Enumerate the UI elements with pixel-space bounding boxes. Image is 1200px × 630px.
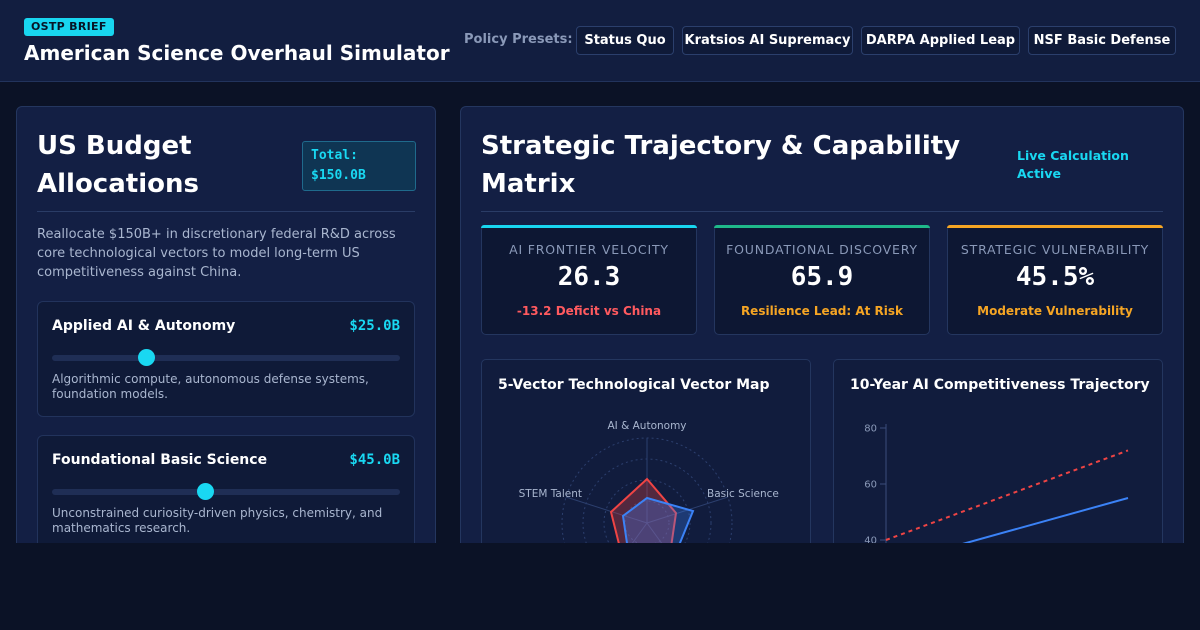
radar-grid-ring	[624, 500, 670, 546]
kpi-value: 26.3	[557, 262, 621, 292]
radar-axis-label: STEM Talent	[519, 488, 582, 500]
strategy-panel: Strategic Trajectory & Capability Matrix…	[460, 106, 1184, 589]
allocation-value: $45.0B	[349, 452, 400, 468]
trajectory-chart-title: 10-Year AI Competitiveness Trajectory	[850, 377, 1150, 393]
kpi-accent-bar	[481, 225, 697, 228]
kpi-label: FOUNDATIONAL DISCOVERY	[726, 242, 918, 257]
budget-title-line2: Allocations	[37, 169, 199, 199]
allocation-slider[interactable]	[52, 349, 400, 366]
radar-axis-label: AI & Autonomy	[607, 420, 686, 432]
budget-title-line1: US Budget	[37, 131, 192, 161]
total-budget-box: Total: $150.0B	[302, 141, 416, 191]
allocation-description: Unconstrained curiosity-driven physics, …	[52, 506, 383, 535]
live-calculation-indicator: Live Calculation Active	[1017, 147, 1157, 183]
preset-darpa-applied-leap-button[interactable]: DARPA Applied Leap	[861, 26, 1020, 55]
allocation-card-basic-science: Foundational Basic Science $45.0B Uncons…	[37, 435, 415, 551]
preset-nsf-basic-defense-button[interactable]: NSF Basic Defense	[1028, 26, 1176, 55]
kpi-note: Moderate Vulnerability	[977, 304, 1133, 318]
radar-spoke	[565, 496, 648, 524]
kpi-foundational-discovery: FOUNDATIONAL DISCOVERY 65.9 Resilience L…	[714, 225, 930, 335]
viewport-bottom-shade	[0, 543, 1200, 630]
live-line1: Live Calculation	[1017, 148, 1129, 163]
strategy-title-line2: Matrix	[481, 169, 576, 199]
strategy-title: Strategic Trajectory & Capability Matrix	[481, 127, 960, 203]
allocation-name: Foundational Basic Science	[52, 452, 268, 468]
slider-thumb[interactable]	[197, 483, 215, 500]
top-bar: OSTP BRIEF American Science Overhaul Sim…	[0, 0, 1200, 82]
kpi-label: AI FRONTIER VELOCITY	[509, 242, 669, 257]
strategy-divider	[481, 211, 1163, 212]
allocation-card-applied-ai: Applied AI & Autonomy $25.0B Algorithmic…	[37, 301, 415, 417]
live-line2: Active	[1017, 166, 1061, 181]
allocation-name: Applied AI & Autonomy	[52, 318, 236, 334]
radar-grid-ring	[603, 479, 691, 567]
slider-thumb[interactable]	[137, 349, 155, 366]
preset-kratsios-ai-supremacy-button[interactable]: Kratsios AI Supremacy	[682, 26, 853, 55]
radar-grid-ring	[561, 437, 733, 588]
y-tick-label: 80	[864, 424, 877, 435]
kpi-value: 45.5%	[1015, 262, 1095, 292]
kpi-note: -13.2 Deficit vs China	[516, 304, 662, 318]
kpi-value: 65.9	[790, 262, 854, 292]
preset-status-quo-button[interactable]: Status Quo	[576, 26, 674, 55]
kpi-accent-bar	[947, 225, 1163, 228]
total-label: Total:	[311, 148, 358, 163]
radar-axis-label: Basic Science	[707, 488, 779, 500]
kpi-note: Resilience Lead: At Risk	[740, 304, 904, 318]
budget-divider	[37, 211, 415, 212]
radar-chart-title: 5-Vector Technological Vector Map	[498, 377, 770, 393]
strategy-title-line1: Strategic Trajectory & Capability	[481, 131, 961, 161]
y-tick-label: 60	[864, 480, 877, 491]
kpi-label: STRATEGIC VULNERABILITY	[960, 242, 1150, 257]
kpi-strategic-vulnerability: STRATEGIC VULNERABILITY 45.5% Moderate V…	[947, 225, 1163, 335]
presets-label: Policy Presets:	[464, 32, 573, 47]
budget-title: US Budget Allocations	[37, 127, 199, 203]
kpi-accent-bar	[714, 225, 930, 228]
budget-panel: US Budget Allocations Total: $150.0B Rea…	[16, 106, 436, 566]
y-tick-label: 40	[864, 536, 877, 547]
brief-badge: OSTP BRIEF	[24, 18, 114, 36]
app-title: American Science Overhaul Simulator	[24, 41, 450, 65]
budget-description: Reallocate $150B+ in discretionary feder…	[37, 227, 396, 280]
allocation-description: Algorithmic compute, autonomous defense …	[52, 372, 369, 401]
allocation-value: $25.0B	[349, 318, 400, 334]
trajectory-series-dashed-line	[885, 449, 1129, 541]
total-value: $150.0B	[311, 168, 366, 183]
allocation-slider[interactable]	[52, 483, 400, 500]
kpi-ai-frontier-velocity: AI FRONTIER VELOCITY 26.3 -13.2 Deficit …	[481, 225, 697, 335]
